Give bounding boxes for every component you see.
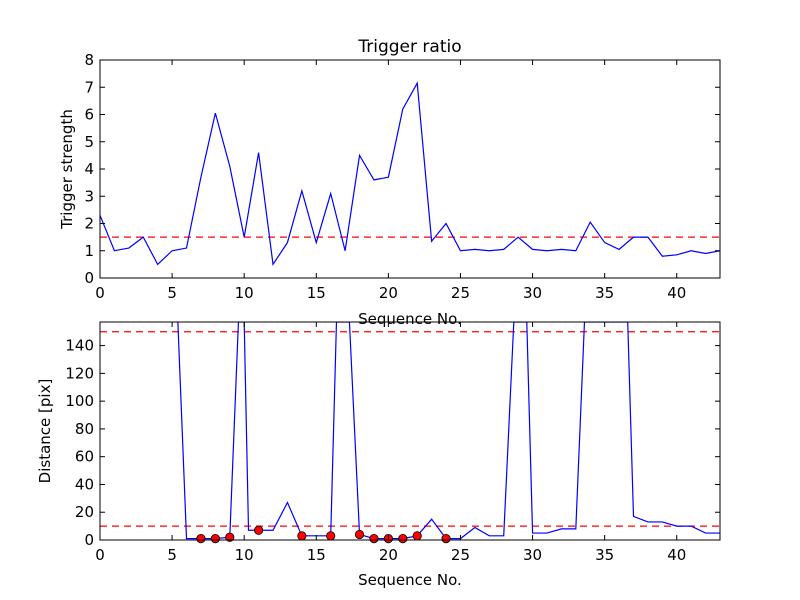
panel1-x-tick-label: 35	[595, 546, 614, 564]
bottom-y-axis-label: Distance [pix]	[36, 379, 54, 484]
panel1-x-tick-label: 30	[523, 546, 542, 564]
panel1-x-tick-label: 20	[379, 546, 398, 564]
panel1-marker-point	[441, 534, 451, 544]
panel0-series-line-0	[100, 81, 720, 267]
panel0-y-tick-label: 6	[84, 106, 94, 124]
panel0-x-tick-label: 30	[523, 284, 542, 302]
panel1-y-tick-label: 140	[65, 337, 94, 355]
panel0-y-tick-label: 3	[84, 187, 94, 205]
panel0-y-tick-label: 4	[84, 160, 94, 178]
top-x-axis-label: Sequence No.	[358, 310, 462, 328]
top-y-axis-label: Trigger strength	[58, 109, 76, 230]
panel0-y-tick-label: 5	[84, 133, 94, 151]
panel0-y-tick-label: 2	[84, 215, 94, 233]
panel1-y-tick-label: 120	[65, 364, 94, 382]
panel0-x-tick-label: 20	[379, 284, 398, 302]
panel1-x-tick-label: 15	[307, 546, 326, 564]
chart-title: Trigger ratio	[357, 37, 461, 57]
panel1-x-tick-label: 10	[235, 546, 254, 564]
panel1-x-tick-label: 0	[95, 546, 105, 564]
panel0-x-tick-label: 5	[167, 284, 177, 302]
panel1-marker-point	[354, 529, 365, 540]
panel0-y-tick-label: 7	[84, 78, 94, 96]
distance-panel: 0 5 10 15 20 25 30 35 40 0 20 40 60 80 100 120 140	[65, 321, 721, 564]
panel0-x-tick-label: 35	[595, 284, 614, 302]
trigger-ratio-panel: 0 5 10 15 20 25 30 35 40 0 1 2 3 4 5 6 7 8	[84, 51, 721, 302]
panel1-y-tick-label: 0	[84, 531, 94, 549]
panel0-y-tick-label: 1	[84, 242, 94, 260]
panel1-marker-point	[210, 534, 220, 544]
panel1-marker-point	[297, 531, 307, 541]
bottom-x-axis-label: Sequence No.	[358, 571, 462, 589]
panel0-x-tick-label: 10	[235, 284, 254, 302]
panel0-y-tick-label: 0	[84, 269, 94, 287]
panel0-x-tick-label: 0	[95, 284, 105, 302]
panel1-marker-point	[196, 534, 206, 544]
panel0-x-tick-label: 25	[451, 284, 470, 302]
panel0-x-tick-label: 15	[307, 284, 326, 302]
panel1-series-line-0	[177, 322, 720, 540]
panel1-y-tick-label: 60	[75, 448, 94, 466]
panel1-marker-point	[254, 525, 264, 535]
panel1-y-tick-label: 40	[75, 475, 94, 493]
panel0-x-tick-label: 40	[667, 284, 686, 302]
panel1-y-tick-label: 80	[75, 420, 94, 438]
panel1-marker-point	[326, 531, 336, 541]
panel1-x-tick-label: 25	[451, 546, 470, 564]
panel1-y-tick-label: 100	[65, 392, 94, 410]
panel1-marker-point	[369, 534, 379, 544]
panel1-marker-point	[225, 532, 235, 542]
panel1-x-tick-label: 5	[167, 546, 177, 564]
panel1-x-tick-label: 40	[667, 546, 686, 564]
panel1-marker-point	[398, 534, 408, 544]
panel1-axes-frame	[99, 321, 721, 541]
panel0-y-tick-label: 8	[84, 51, 94, 69]
panel1-marker-point	[412, 531, 422, 541]
panel1-y-tick-label: 20	[75, 503, 94, 521]
